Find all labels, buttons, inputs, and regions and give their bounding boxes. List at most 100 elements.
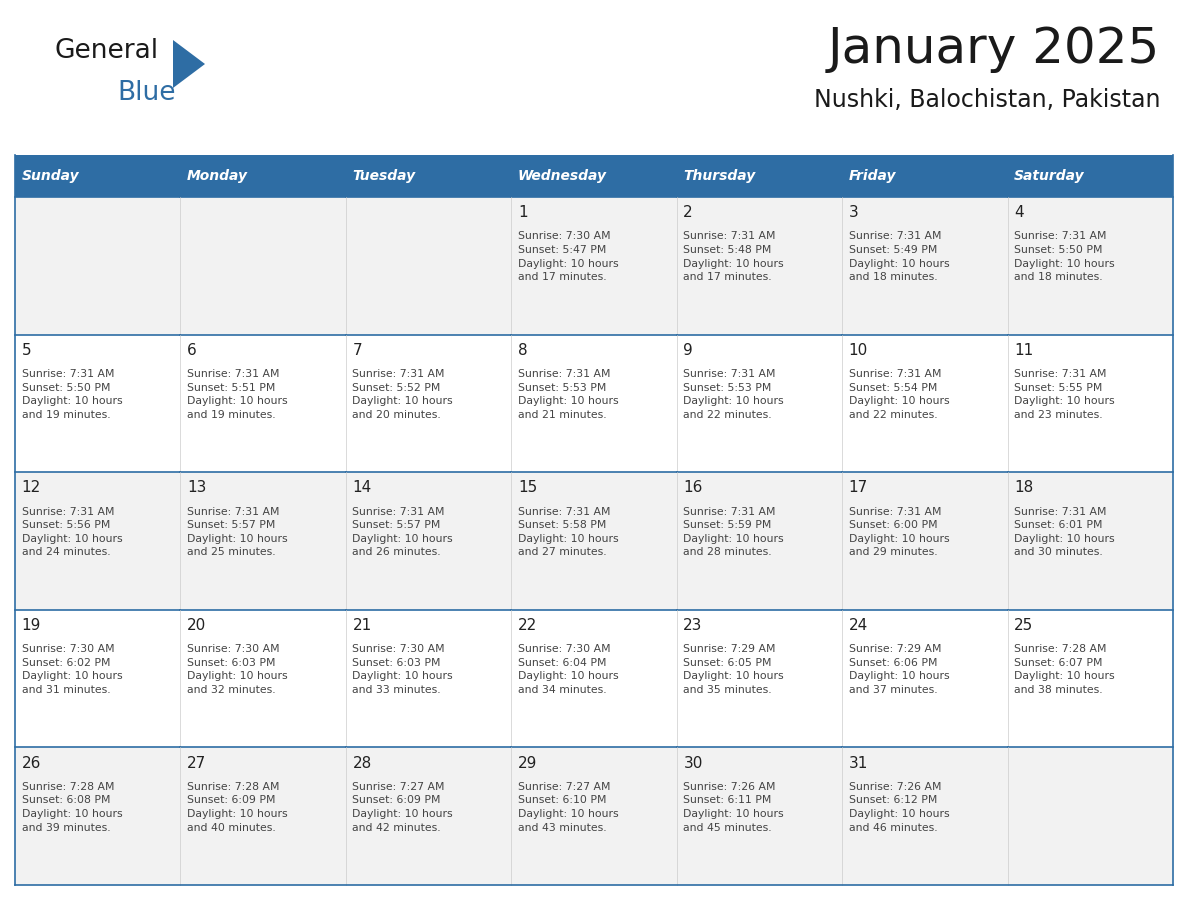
Bar <box>511 747 677 885</box>
Text: 7: 7 <box>353 342 362 358</box>
Text: Sunrise: 7:27 AM
Sunset: 6:09 PM
Daylight: 10 hours
and 42 minutes.: Sunrise: 7:27 AM Sunset: 6:09 PM Dayligh… <box>353 782 453 833</box>
Text: Sunrise: 7:31 AM
Sunset: 5:56 PM
Daylight: 10 hours
and 24 minutes.: Sunrise: 7:31 AM Sunset: 5:56 PM Dayligh… <box>21 507 122 557</box>
Bar <box>1007 747 1173 885</box>
Text: Sunrise: 7:31 AM
Sunset: 5:50 PM
Daylight: 10 hours
and 18 minutes.: Sunrise: 7:31 AM Sunset: 5:50 PM Dayligh… <box>1015 231 1114 282</box>
Bar <box>677 334 842 472</box>
Bar <box>15 472 181 610</box>
Bar <box>1007 197 1173 334</box>
Text: 13: 13 <box>187 480 207 496</box>
Bar <box>15 334 181 472</box>
Text: Sunrise: 7:30 AM
Sunset: 5:47 PM
Daylight: 10 hours
and 17 minutes.: Sunrise: 7:30 AM Sunset: 5:47 PM Dayligh… <box>518 231 619 282</box>
Text: Friday: Friday <box>848 169 896 183</box>
Text: January 2025: January 2025 <box>828 25 1159 73</box>
Text: 5: 5 <box>21 342 31 358</box>
Text: 18: 18 <box>1015 480 1034 496</box>
Bar <box>15 610 181 747</box>
Bar <box>511 155 677 197</box>
Text: 1: 1 <box>518 206 527 220</box>
Text: Thursday: Thursday <box>683 169 756 183</box>
Bar <box>346 197 511 334</box>
Text: 22: 22 <box>518 618 537 633</box>
Text: Sunrise: 7:26 AM
Sunset: 6:12 PM
Daylight: 10 hours
and 46 minutes.: Sunrise: 7:26 AM Sunset: 6:12 PM Dayligh… <box>848 782 949 833</box>
Text: Sunrise: 7:31 AM
Sunset: 5:53 PM
Daylight: 10 hours
and 21 minutes.: Sunrise: 7:31 AM Sunset: 5:53 PM Dayligh… <box>518 369 619 420</box>
Text: Sunrise: 7:31 AM
Sunset: 5:57 PM
Daylight: 10 hours
and 26 minutes.: Sunrise: 7:31 AM Sunset: 5:57 PM Dayligh… <box>353 507 453 557</box>
Text: Sunrise: 7:28 AM
Sunset: 6:08 PM
Daylight: 10 hours
and 39 minutes.: Sunrise: 7:28 AM Sunset: 6:08 PM Dayligh… <box>21 782 122 833</box>
Text: Tuesday: Tuesday <box>353 169 416 183</box>
Text: Sunrise: 7:31 AM
Sunset: 5:49 PM
Daylight: 10 hours
and 18 minutes.: Sunrise: 7:31 AM Sunset: 5:49 PM Dayligh… <box>848 231 949 282</box>
Bar <box>15 747 181 885</box>
Text: 26: 26 <box>21 756 42 770</box>
Bar <box>1007 472 1173 610</box>
Text: Monday: Monday <box>187 169 248 183</box>
Text: Sunrise: 7:31 AM
Sunset: 5:54 PM
Daylight: 10 hours
and 22 minutes.: Sunrise: 7:31 AM Sunset: 5:54 PM Dayligh… <box>848 369 949 420</box>
Bar <box>181 747 346 885</box>
Text: Saturday: Saturday <box>1015 169 1085 183</box>
Text: Sunrise: 7:31 AM
Sunset: 5:48 PM
Daylight: 10 hours
and 17 minutes.: Sunrise: 7:31 AM Sunset: 5:48 PM Dayligh… <box>683 231 784 282</box>
Text: Sunrise: 7:31 AM
Sunset: 5:59 PM
Daylight: 10 hours
and 28 minutes.: Sunrise: 7:31 AM Sunset: 5:59 PM Dayligh… <box>683 507 784 557</box>
Text: 6: 6 <box>187 342 197 358</box>
Text: 15: 15 <box>518 480 537 496</box>
Bar <box>842 610 1007 747</box>
Bar <box>1007 610 1173 747</box>
Text: 2: 2 <box>683 206 693 220</box>
Bar <box>181 197 346 334</box>
Bar <box>15 155 181 197</box>
Text: Sunrise: 7:30 AM
Sunset: 6:03 PM
Daylight: 10 hours
and 32 minutes.: Sunrise: 7:30 AM Sunset: 6:03 PM Dayligh… <box>187 644 287 695</box>
Text: Sunrise: 7:31 AM
Sunset: 5:51 PM
Daylight: 10 hours
and 19 minutes.: Sunrise: 7:31 AM Sunset: 5:51 PM Dayligh… <box>187 369 287 420</box>
Text: Sunrise: 7:30 AM
Sunset: 6:03 PM
Daylight: 10 hours
and 33 minutes.: Sunrise: 7:30 AM Sunset: 6:03 PM Dayligh… <box>353 644 453 695</box>
Text: Sunrise: 7:31 AM
Sunset: 5:53 PM
Daylight: 10 hours
and 22 minutes.: Sunrise: 7:31 AM Sunset: 5:53 PM Dayligh… <box>683 369 784 420</box>
Text: 9: 9 <box>683 342 693 358</box>
Bar <box>181 155 346 197</box>
Text: Sunrise: 7:31 AM
Sunset: 6:01 PM
Daylight: 10 hours
and 30 minutes.: Sunrise: 7:31 AM Sunset: 6:01 PM Dayligh… <box>1015 507 1114 557</box>
Bar <box>677 197 842 334</box>
Text: Sunrise: 7:31 AM
Sunset: 5:55 PM
Daylight: 10 hours
and 23 minutes.: Sunrise: 7:31 AM Sunset: 5:55 PM Dayligh… <box>1015 369 1114 420</box>
Text: Sunrise: 7:26 AM
Sunset: 6:11 PM
Daylight: 10 hours
and 45 minutes.: Sunrise: 7:26 AM Sunset: 6:11 PM Dayligh… <box>683 782 784 833</box>
Text: 4: 4 <box>1015 206 1024 220</box>
Text: 17: 17 <box>848 480 868 496</box>
Text: 28: 28 <box>353 756 372 770</box>
Bar <box>677 747 842 885</box>
Bar <box>677 155 842 197</box>
Bar <box>346 610 511 747</box>
Text: 8: 8 <box>518 342 527 358</box>
Text: Sunrise: 7:30 AM
Sunset: 6:02 PM
Daylight: 10 hours
and 31 minutes.: Sunrise: 7:30 AM Sunset: 6:02 PM Dayligh… <box>21 644 122 695</box>
Bar <box>346 334 511 472</box>
Bar <box>511 610 677 747</box>
Polygon shape <box>173 40 206 88</box>
Bar <box>677 610 842 747</box>
Text: 12: 12 <box>21 480 40 496</box>
Text: 24: 24 <box>848 618 868 633</box>
Text: Sunrise: 7:31 AM
Sunset: 5:50 PM
Daylight: 10 hours
and 19 minutes.: Sunrise: 7:31 AM Sunset: 5:50 PM Dayligh… <box>21 369 122 420</box>
Text: Sunday: Sunday <box>21 169 80 183</box>
Text: 3: 3 <box>848 206 859 220</box>
Text: 27: 27 <box>187 756 207 770</box>
Text: Sunrise: 7:30 AM
Sunset: 6:04 PM
Daylight: 10 hours
and 34 minutes.: Sunrise: 7:30 AM Sunset: 6:04 PM Dayligh… <box>518 644 619 695</box>
Text: 16: 16 <box>683 480 703 496</box>
Text: 14: 14 <box>353 480 372 496</box>
Text: Nushki, Balochistan, Pakistan: Nushki, Balochistan, Pakistan <box>814 88 1159 112</box>
Bar <box>15 197 181 334</box>
Text: Blue: Blue <box>116 80 176 106</box>
Text: 19: 19 <box>21 618 42 633</box>
Text: Sunrise: 7:28 AM
Sunset: 6:09 PM
Daylight: 10 hours
and 40 minutes.: Sunrise: 7:28 AM Sunset: 6:09 PM Dayligh… <box>187 782 287 833</box>
Text: 11: 11 <box>1015 342 1034 358</box>
Text: 31: 31 <box>848 756 868 770</box>
Bar <box>842 155 1007 197</box>
Text: 21: 21 <box>353 618 372 633</box>
Bar <box>181 610 346 747</box>
Text: Sunrise: 7:31 AM
Sunset: 5:57 PM
Daylight: 10 hours
and 25 minutes.: Sunrise: 7:31 AM Sunset: 5:57 PM Dayligh… <box>187 507 287 557</box>
Bar <box>181 334 346 472</box>
Bar <box>346 747 511 885</box>
Bar <box>511 472 677 610</box>
Text: Sunrise: 7:27 AM
Sunset: 6:10 PM
Daylight: 10 hours
and 43 minutes.: Sunrise: 7:27 AM Sunset: 6:10 PM Dayligh… <box>518 782 619 833</box>
Bar <box>1007 155 1173 197</box>
Bar <box>842 334 1007 472</box>
Text: Sunrise: 7:31 AM
Sunset: 5:58 PM
Daylight: 10 hours
and 27 minutes.: Sunrise: 7:31 AM Sunset: 5:58 PM Dayligh… <box>518 507 619 557</box>
Bar <box>842 197 1007 334</box>
Text: 29: 29 <box>518 756 537 770</box>
Text: General: General <box>55 38 159 64</box>
Text: Sunrise: 7:29 AM
Sunset: 6:05 PM
Daylight: 10 hours
and 35 minutes.: Sunrise: 7:29 AM Sunset: 6:05 PM Dayligh… <box>683 644 784 695</box>
Bar <box>181 472 346 610</box>
Bar <box>842 472 1007 610</box>
Text: Wednesday: Wednesday <box>518 169 607 183</box>
